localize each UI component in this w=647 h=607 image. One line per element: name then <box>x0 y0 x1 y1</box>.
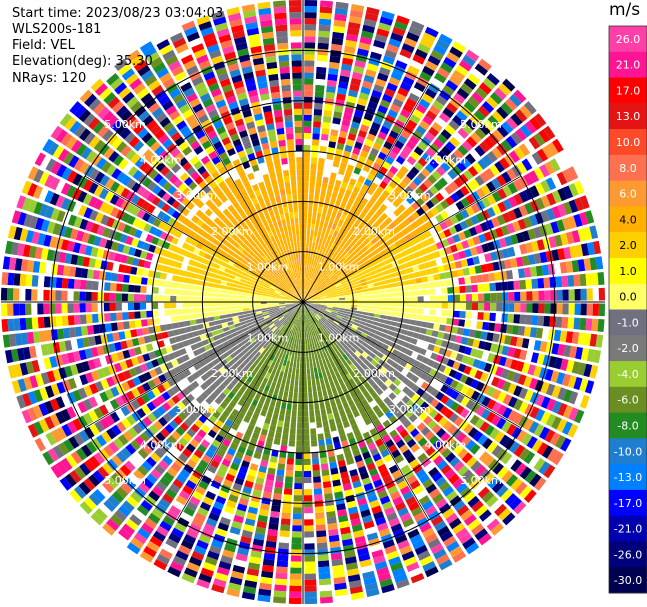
ring-label-1-1: 1.00km <box>318 260 360 273</box>
spoke-330 <box>176 83 304 303</box>
ring-label-4-1: 4.00km <box>425 154 467 167</box>
ring-label-2-0: 2.00km <box>211 225 253 238</box>
colorbar-unit: m/s <box>609 0 641 20</box>
spoke-30 <box>302 83 430 303</box>
ring-label-5-1: 5.00km <box>460 118 502 131</box>
ring-label-3-0: 3.00km <box>175 189 217 202</box>
nrays-label: NRays: 120 <box>12 71 87 86</box>
spoke-150 <box>302 301 430 521</box>
ring-label-4-2: 4.00km <box>140 438 182 451</box>
field-label: Field: VEL <box>12 38 75 53</box>
elevation-label: Elevation(deg): 35.30 <box>12 54 153 69</box>
ring-label-5-2: 5.00km <box>104 474 146 487</box>
ring-label-2-3: 2.00km <box>353 367 395 380</box>
ring-label-5-0: 5.00km <box>104 118 146 131</box>
ring-label-3-2: 3.00km <box>175 403 217 416</box>
instrument-label: WLS200s-181 <box>12 22 102 37</box>
ring-label-1-3: 1.00km <box>318 332 360 345</box>
ring-label-1-2: 1.00km <box>247 332 289 345</box>
ring-label-1-0: 1.00km <box>247 260 289 273</box>
ring-label-3-3: 3.00km <box>389 403 431 416</box>
spoke-240 <box>84 301 304 429</box>
spoke-60 <box>302 175 522 303</box>
spoke-120 <box>302 301 522 429</box>
ring-label-5-3: 5.00km <box>460 474 502 487</box>
spoke-300 <box>84 175 304 303</box>
radar-gates <box>1 0 605 604</box>
ring-label-4-3: 4.00km <box>425 438 467 451</box>
ring-label-4-0: 4.00km <box>140 154 182 167</box>
spoke-210 <box>176 301 304 521</box>
ring-label-2-2: 2.00km <box>211 367 253 380</box>
ring-label-2-1: 2.00km <box>353 225 395 238</box>
ring-label-3-1: 3.00km <box>389 189 431 202</box>
start-time-label: Start time: 2023/08/23 03:04:03 <box>12 6 224 21</box>
